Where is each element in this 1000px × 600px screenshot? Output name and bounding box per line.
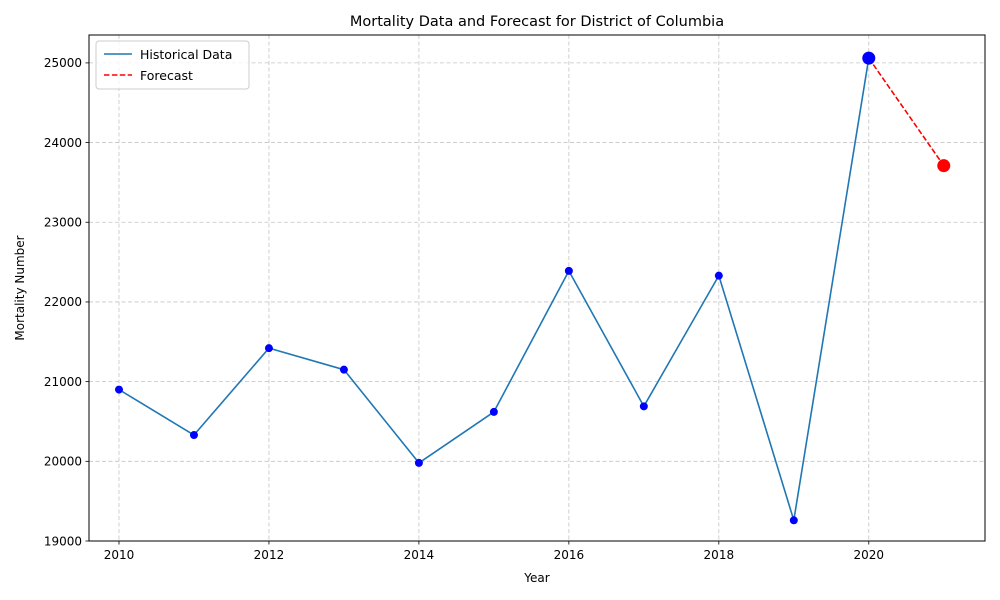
- historical-point: [564, 266, 573, 275]
- forecast-line: [868, 57, 945, 167]
- legend-forecast-label: Forecast: [140, 68, 193, 83]
- y-tick-label: 19000: [44, 534, 82, 548]
- historical-point: [189, 431, 198, 440]
- historical-point: [714, 271, 723, 280]
- x-tick-label: 2012: [254, 548, 285, 562]
- y-tick-label: 20000: [44, 455, 82, 469]
- historical-point-highlight: [862, 51, 876, 65]
- legend-box: [95, 40, 250, 90]
- y-tick-label: 22000: [44, 295, 82, 309]
- chart-title: Mortality Data and Forecast for District…: [350, 14, 724, 30]
- x-axis-label: Year: [523, 571, 549, 585]
- historical-point: [114, 385, 123, 394]
- forecast-point: [937, 159, 951, 173]
- x-tick-label: 2018: [704, 548, 735, 562]
- x-tick-label: 2010: [104, 548, 135, 562]
- x-tick-label: 2014: [404, 548, 435, 562]
- historical-point: [789, 516, 798, 525]
- y-tick-label: 25000: [44, 56, 82, 70]
- historical-point: [339, 365, 348, 374]
- historical-point: [489, 407, 498, 416]
- legend: Historical Data Forecast: [95, 40, 250, 90]
- legend-historical-label: Historical Data: [140, 47, 232, 62]
- y-tick-label: 24000: [44, 136, 82, 150]
- series-lines: [118, 57, 945, 522]
- historical-data-line: [118, 57, 870, 522]
- grid-lines: [89, 35, 985, 542]
- x-tick-label: 2016: [554, 548, 585, 562]
- y-axis-label: Mortality Number: [13, 235, 27, 340]
- axis-ticks: 2010 2012 2014 2016 2018 2020 19000 20000 21000 2…: [44, 56, 884, 562]
- y-tick-label: 21000: [44, 375, 82, 389]
- x-tick-label: 2020: [854, 548, 885, 562]
- historical-point: [414, 458, 423, 467]
- y-tick-label: 23000: [44, 216, 82, 230]
- historical-point: [264, 344, 273, 353]
- plot-frame: [88, 34, 986, 542]
- historical-point: [639, 402, 648, 411]
- data-markers: [114, 51, 951, 525]
